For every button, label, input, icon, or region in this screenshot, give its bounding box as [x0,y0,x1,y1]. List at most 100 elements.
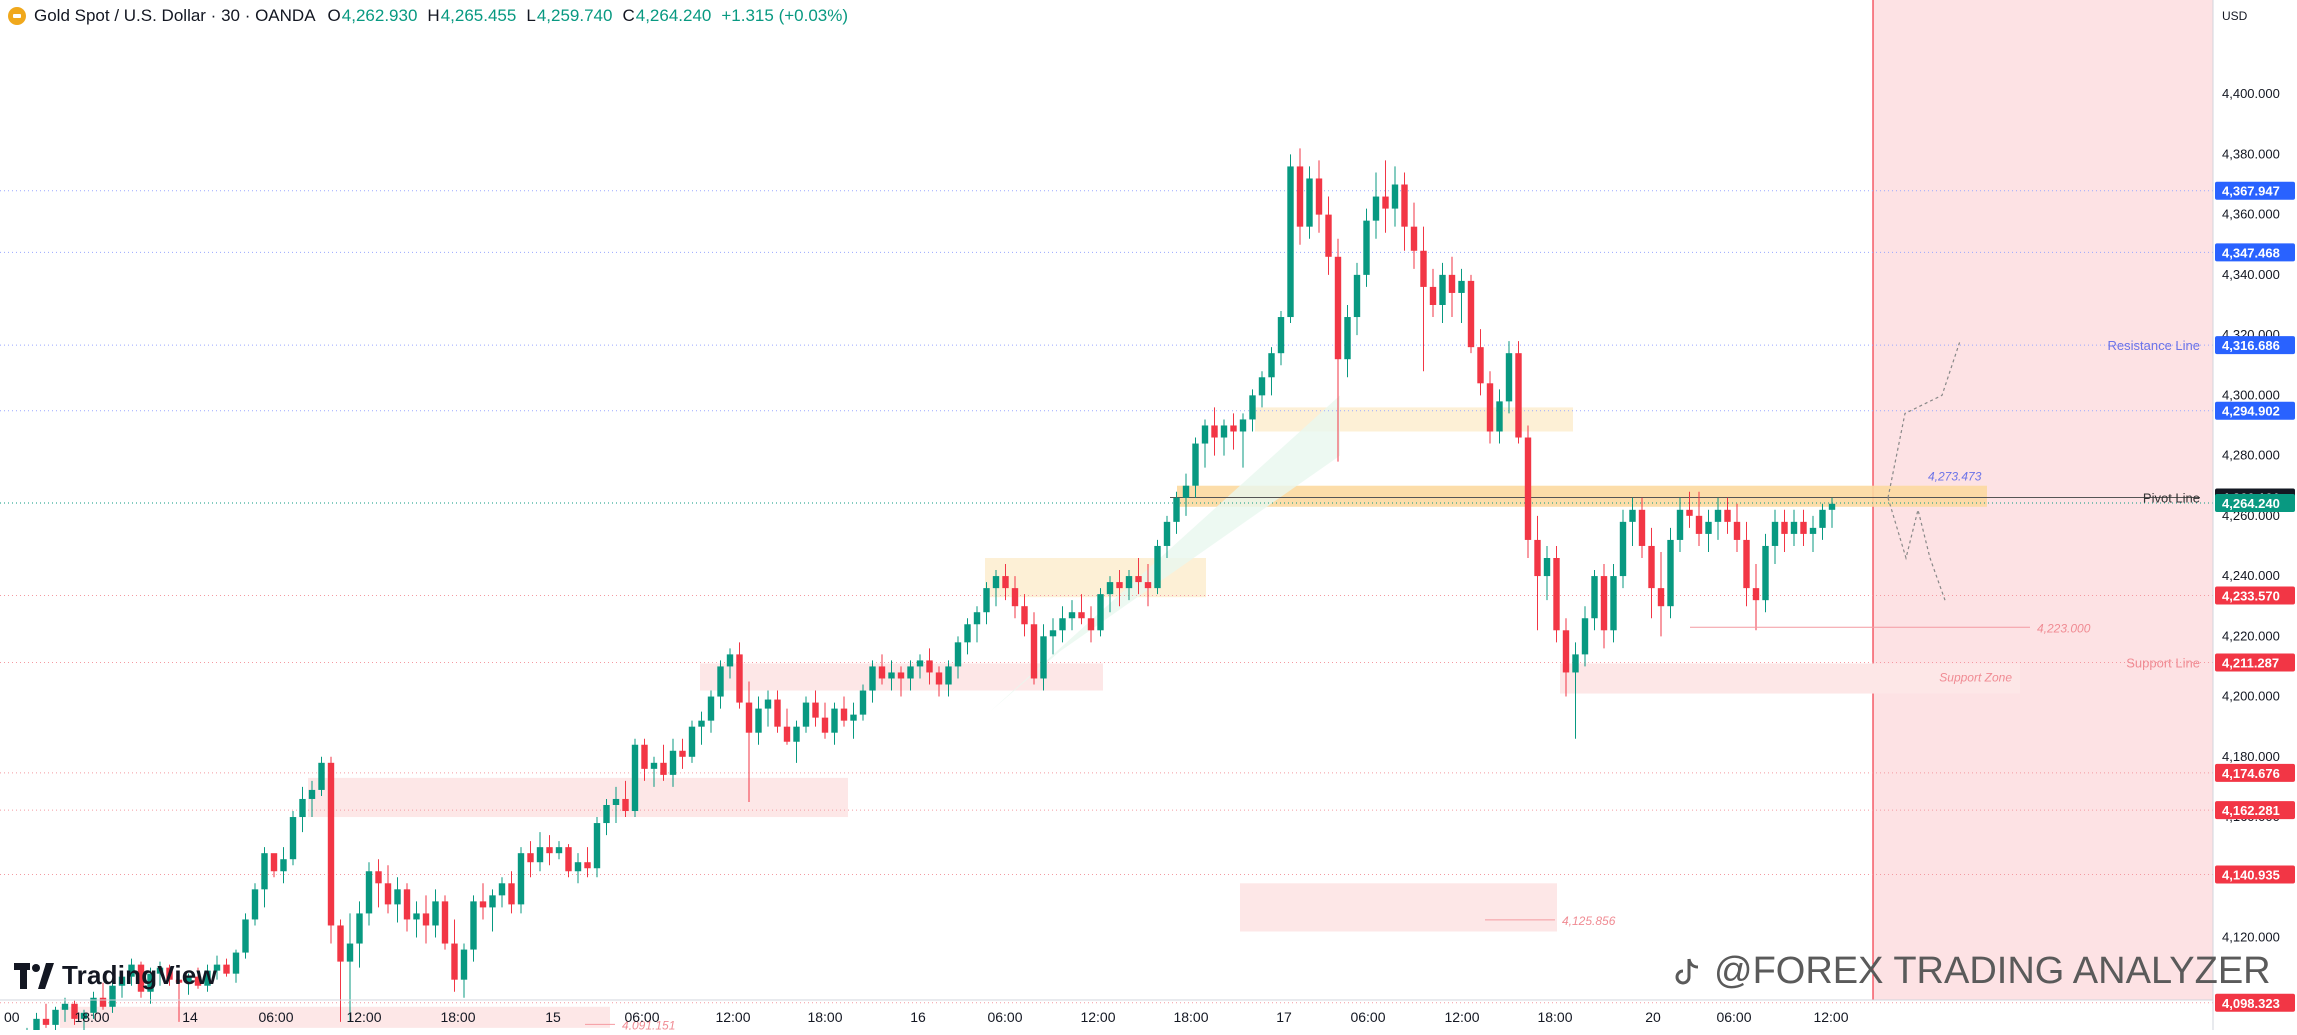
tradingview-logo[interactable]: TradingView [14,960,217,991]
x-tick-label: 17 [1276,1009,1292,1025]
candle-body [764,699,772,709]
candle-body [631,744,639,812]
candle-body [1828,503,1836,510]
candle-body [52,1009,59,1025]
candle-body [745,702,753,733]
candle-body [1211,425,1218,438]
trend-channel-shade [990,395,1340,712]
candle-body [1572,654,1579,673]
x-tick-label: 16 [910,1009,926,1025]
candle-body [498,883,506,896]
candle-body [185,976,192,983]
x-tick-label: 06:00 [987,1009,1022,1025]
x-tick-label: 20 [1645,1009,1661,1025]
tradingview-mark-icon [14,962,54,989]
candle-body [1724,509,1731,522]
candle-body [1648,545,1655,589]
candle-body [1173,497,1180,522]
candle-body [1363,220,1370,275]
candle-body [1439,274,1446,305]
candle-body [1771,521,1779,546]
level-4223-label: 4,223.000 [2037,621,2091,635]
x-tick-label: 18:00 [1537,1009,1572,1025]
price-tag-bg [2215,763,2295,782]
x-tick-label: 14 [182,1009,198,1025]
candle-body [71,1003,78,1019]
level-lines-layer [0,190,2213,1004]
candle-body [1249,395,1256,420]
candle-body [1353,274,1361,318]
candle-body [641,744,648,769]
low-value: 4,259.740 [536,6,613,25]
x-tick-label: 06:00 [624,1009,659,1025]
candle-body [432,901,439,926]
candle-body [1154,545,1161,589]
candle-body [688,726,696,757]
price-tag-label: 4,264.240 [2222,496,2280,511]
x-tick-label: 12:00 [1080,1009,1115,1025]
time-axis-layer[interactable]: 00 18:00 14 06:00 12:00 18:00 15 06:00 12:00 18:0… [0,999,2213,1025]
candle-body [1496,401,1503,432]
price-tag-bg [2215,336,2295,355]
candle-body [1790,521,1798,534]
price-tag-label: 4,162.281 [2222,803,2280,818]
candle-body [1410,226,1418,251]
candle-body [1391,184,1399,209]
candle-body [954,642,962,667]
y-tick-label: 4,400.000 [2222,86,2280,101]
symbol-title[interactable]: Gold Spot / U.S. Dollar · 30 · OANDA [34,6,316,25]
symbol-legend[interactable]: Gold Spot / U.S. Dollar · 30 · OANDA O 4… [8,4,858,28]
candle-body [1002,576,1009,589]
candle-body [1515,353,1522,438]
candle-body [574,862,582,872]
candle-body [80,1012,88,1019]
candle-body [546,847,553,854]
candle-body [1315,178,1323,215]
candle-body [1458,280,1465,293]
price-tag-label: 4,174.676 [2222,766,2280,781]
change-value: +1.315 (+0.03%) [721,6,849,25]
candle-body [1581,618,1589,655]
candle-body [1401,184,1408,227]
y-tick-label: 4,220.000 [2222,628,2280,643]
candle-body [1059,618,1066,631]
candle-body [327,762,335,926]
zones-layer [60,395,2020,1028]
candle-body [1467,280,1475,348]
candle-body [451,943,458,980]
candle-body [337,925,344,962]
x-tick-label: 18:00 [74,1009,109,1025]
candle-body [1705,521,1712,534]
watermark-text: @FOREX TRADING ANALYZER [1714,950,2271,992]
candle-body [1192,443,1199,486]
candle-body [61,1003,69,1010]
candle-body [802,702,810,727]
candle-body [1762,545,1769,601]
candle-body [935,672,943,685]
candle-body [460,949,468,980]
candle-body [964,624,971,643]
candle-body [916,660,924,667]
candle-body [1486,383,1494,432]
price-tag-bg [2215,494,2295,513]
candle-body [992,576,1000,589]
candle-body [1087,618,1095,631]
candle-body [878,666,886,679]
candle-body [1277,317,1285,354]
candle-body [232,952,240,974]
candle-body [1030,624,1038,679]
candle-body [593,823,601,869]
x-tick-label: 00 [4,1009,20,1025]
price-tag-bg [2215,801,2295,820]
candle-body [156,967,164,974]
candle-body [137,964,145,992]
open-value: 4,262.930 [341,6,418,25]
candle-body [508,883,515,905]
price-tag-bg [2215,401,2295,420]
candle-body [1524,437,1532,540]
candle-body [821,717,829,733]
candle-body [99,997,107,1007]
price-axis-layer[interactable]: USD 4,400.000 4,380.000 4,360.000 4,340.000 4… [2212,0,2297,1030]
candle-body [907,666,914,679]
